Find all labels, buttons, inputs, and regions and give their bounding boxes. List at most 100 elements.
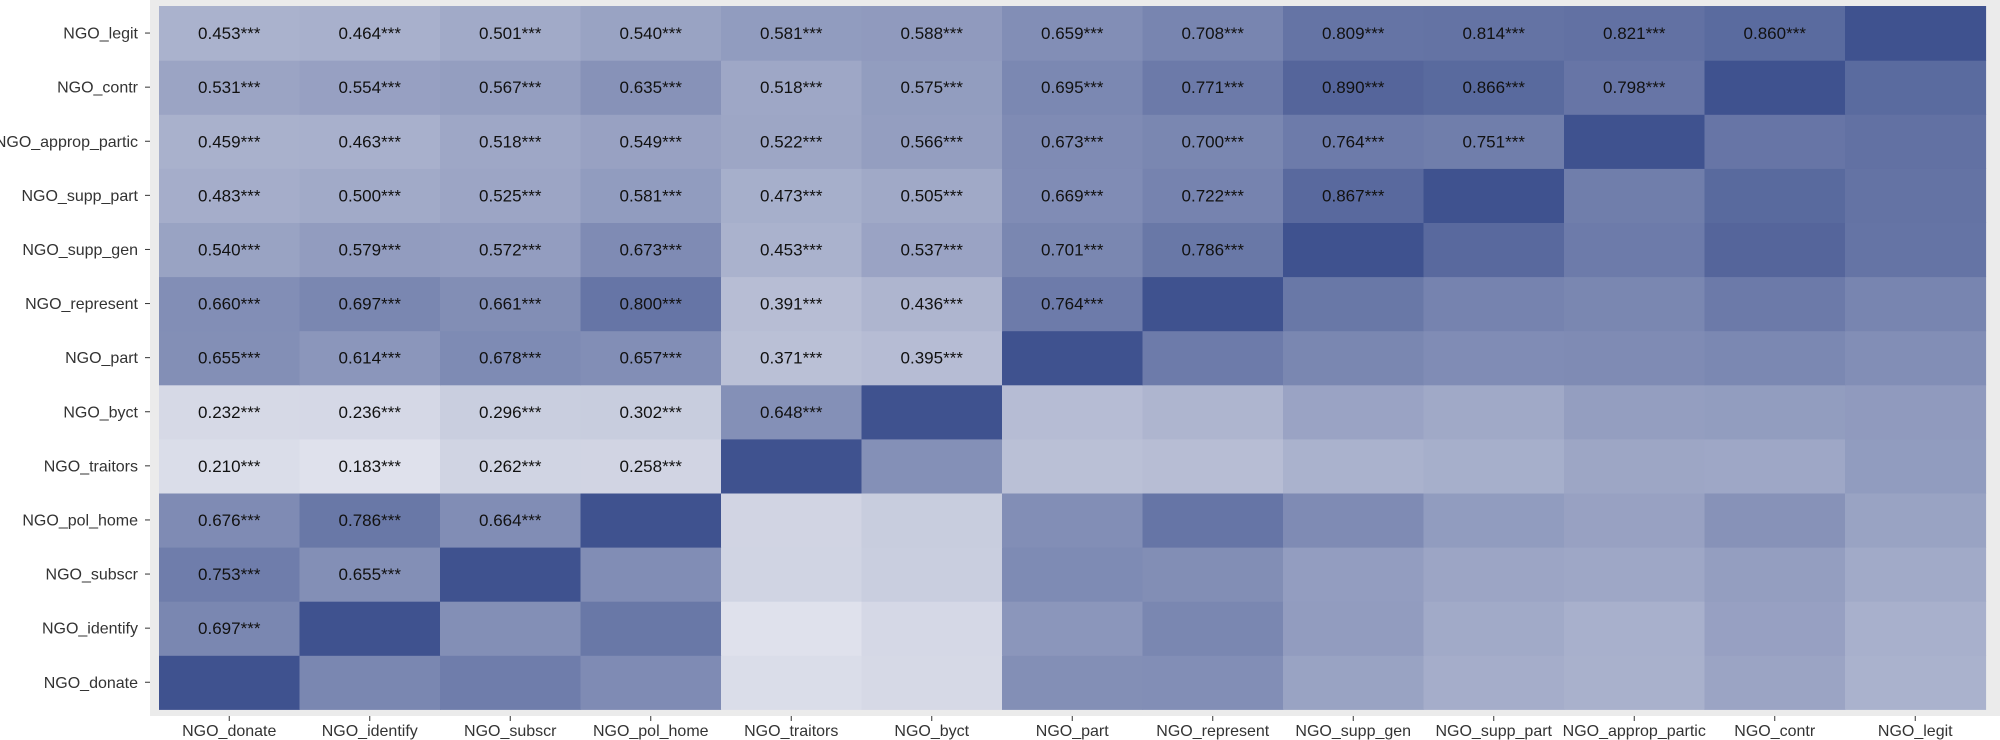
heatmap-cell [299, 114, 441, 169]
heatmap-cell [1845, 492, 1987, 548]
heatmap-cell [1283, 168, 1425, 223]
cell-value-label: 0.695*** [1041, 78, 1104, 97]
y-tick-label: NGO_pol_home [22, 512, 138, 529]
cell-value-label: 0.567*** [479, 78, 542, 97]
cell-value-label: 0.371*** [760, 349, 823, 368]
heatmap-cell [1283, 222, 1425, 278]
heatmap-cell [159, 330, 301, 386]
heatmap-cell [580, 276, 722, 332]
heatmap-cell [1142, 438, 1284, 494]
heatmap-cell [1845, 276, 1987, 332]
heatmap-cells [159, 6, 1987, 710]
y-tick-label: NGO_contr [57, 80, 139, 97]
heatmap-cell [1142, 547, 1284, 602]
heatmap-cell [1704, 330, 1846, 386]
heatmap-cell [861, 114, 1003, 169]
cell-value-label: 0.518*** [479, 132, 542, 151]
cell-value-label: 0.232*** [198, 403, 261, 422]
heatmap-cell [1845, 6, 1987, 61]
heatmap-cell [299, 547, 441, 602]
heatmap-cell [1423, 330, 1565, 386]
heatmap-cell [1564, 114, 1706, 169]
heatmap-cell [580, 114, 722, 169]
heatmap-cell [159, 438, 301, 494]
heatmap-cell [1423, 276, 1565, 332]
heatmap-cell [1283, 438, 1425, 494]
cell-value-label: 0.697*** [339, 295, 402, 314]
heatmap-cell [1002, 222, 1144, 278]
heatmap-cell [440, 114, 582, 169]
cell-value-label: 0.210*** [198, 457, 261, 476]
cell-value-label: 0.262*** [479, 457, 542, 476]
heatmap-cell [1283, 655, 1425, 710]
heatmap-cell [1704, 655, 1846, 710]
heatmap-cell [159, 547, 301, 602]
cell-value-label: 0.678*** [479, 349, 542, 368]
x-tick-label: NGO_traitors [744, 723, 838, 740]
heatmap-cell [1845, 114, 1987, 169]
heatmap-cell [1283, 114, 1425, 169]
heatmap-cell [1423, 168, 1565, 223]
heatmap-cell [580, 168, 722, 223]
cell-value-label: 0.505*** [901, 186, 964, 205]
heatmap-cell [440, 330, 582, 386]
heatmap-cell [861, 601, 1003, 656]
heatmap-cell [1564, 492, 1706, 548]
heatmap-cell [159, 60, 301, 115]
heatmap-cell [440, 6, 582, 61]
x-tick-label: NGO_identify [322, 723, 418, 740]
x-tick-label: NGO_pol_home [593, 723, 709, 740]
heatmap-cell [440, 547, 582, 602]
cell-value-label: 0.614*** [339, 349, 402, 368]
cell-value-label: 0.751*** [1463, 132, 1526, 151]
heatmap-cell [1142, 276, 1284, 332]
heatmap-cell [1283, 6, 1425, 61]
heatmap-cell [1142, 492, 1284, 548]
heatmap-cell [1564, 60, 1706, 115]
x-tick-label: NGO_subscr [464, 723, 557, 740]
heatmap-cell [299, 655, 441, 710]
heatmap-cell [1704, 222, 1846, 278]
heatmap-cell [1423, 547, 1565, 602]
heatmap-cell [721, 60, 863, 115]
cell-value-label: 0.655*** [339, 565, 402, 584]
heatmap-cell [1283, 330, 1425, 386]
cell-value-label: 0.500*** [339, 186, 402, 205]
heatmap-cell [1142, 114, 1284, 169]
heatmap-cell [1423, 60, 1565, 115]
heatmap-cell [721, 384, 863, 440]
heatmap-cell [1564, 384, 1706, 440]
cell-value-label: 0.258*** [620, 457, 683, 476]
heatmap-cell [1142, 6, 1284, 61]
heatmap-cell [440, 655, 582, 710]
heatmap-cell [1002, 438, 1144, 494]
heatmap-cell [1002, 384, 1144, 440]
y-axis: NGO_legit NGO_contr NGO_approp_partic NGO_s… [0, 26, 150, 692]
heatmap-cell [1845, 330, 1987, 386]
cell-value-label: 0.525*** [479, 186, 542, 205]
heatmap-cell [1002, 601, 1144, 656]
heatmap-cell [1845, 655, 1987, 710]
heatmap-cell [159, 6, 301, 61]
x-tick-label: NGO_legit [1878, 723, 1953, 740]
heatmap-cell [1564, 276, 1706, 332]
heatmap-cell [1283, 60, 1425, 115]
x-tick-label: NGO_approp_partic [1563, 723, 1706, 740]
heatmap-cell [580, 655, 722, 710]
heatmap-cell [299, 168, 441, 223]
heatmap-cell [440, 601, 582, 656]
heatmap-cell [1704, 438, 1846, 494]
cell-value-label: 0.581*** [620, 186, 683, 205]
cell-value-label: 0.537*** [901, 240, 964, 259]
heatmap-cell [721, 601, 863, 656]
cell-value-label: 0.786*** [339, 511, 402, 530]
x-tick-label: NGO_supp_gen [1295, 723, 1411, 740]
heatmap-cell [1002, 330, 1144, 386]
cell-value-label: 0.635*** [620, 78, 683, 97]
heatmap-cell [1002, 114, 1144, 169]
cell-value-label: 0.655*** [198, 349, 261, 368]
heatmap-cell [721, 222, 863, 278]
heatmap-cell [159, 601, 301, 656]
cell-value-label: 0.786*** [1182, 240, 1245, 259]
cell-value-label: 0.664*** [479, 511, 542, 530]
